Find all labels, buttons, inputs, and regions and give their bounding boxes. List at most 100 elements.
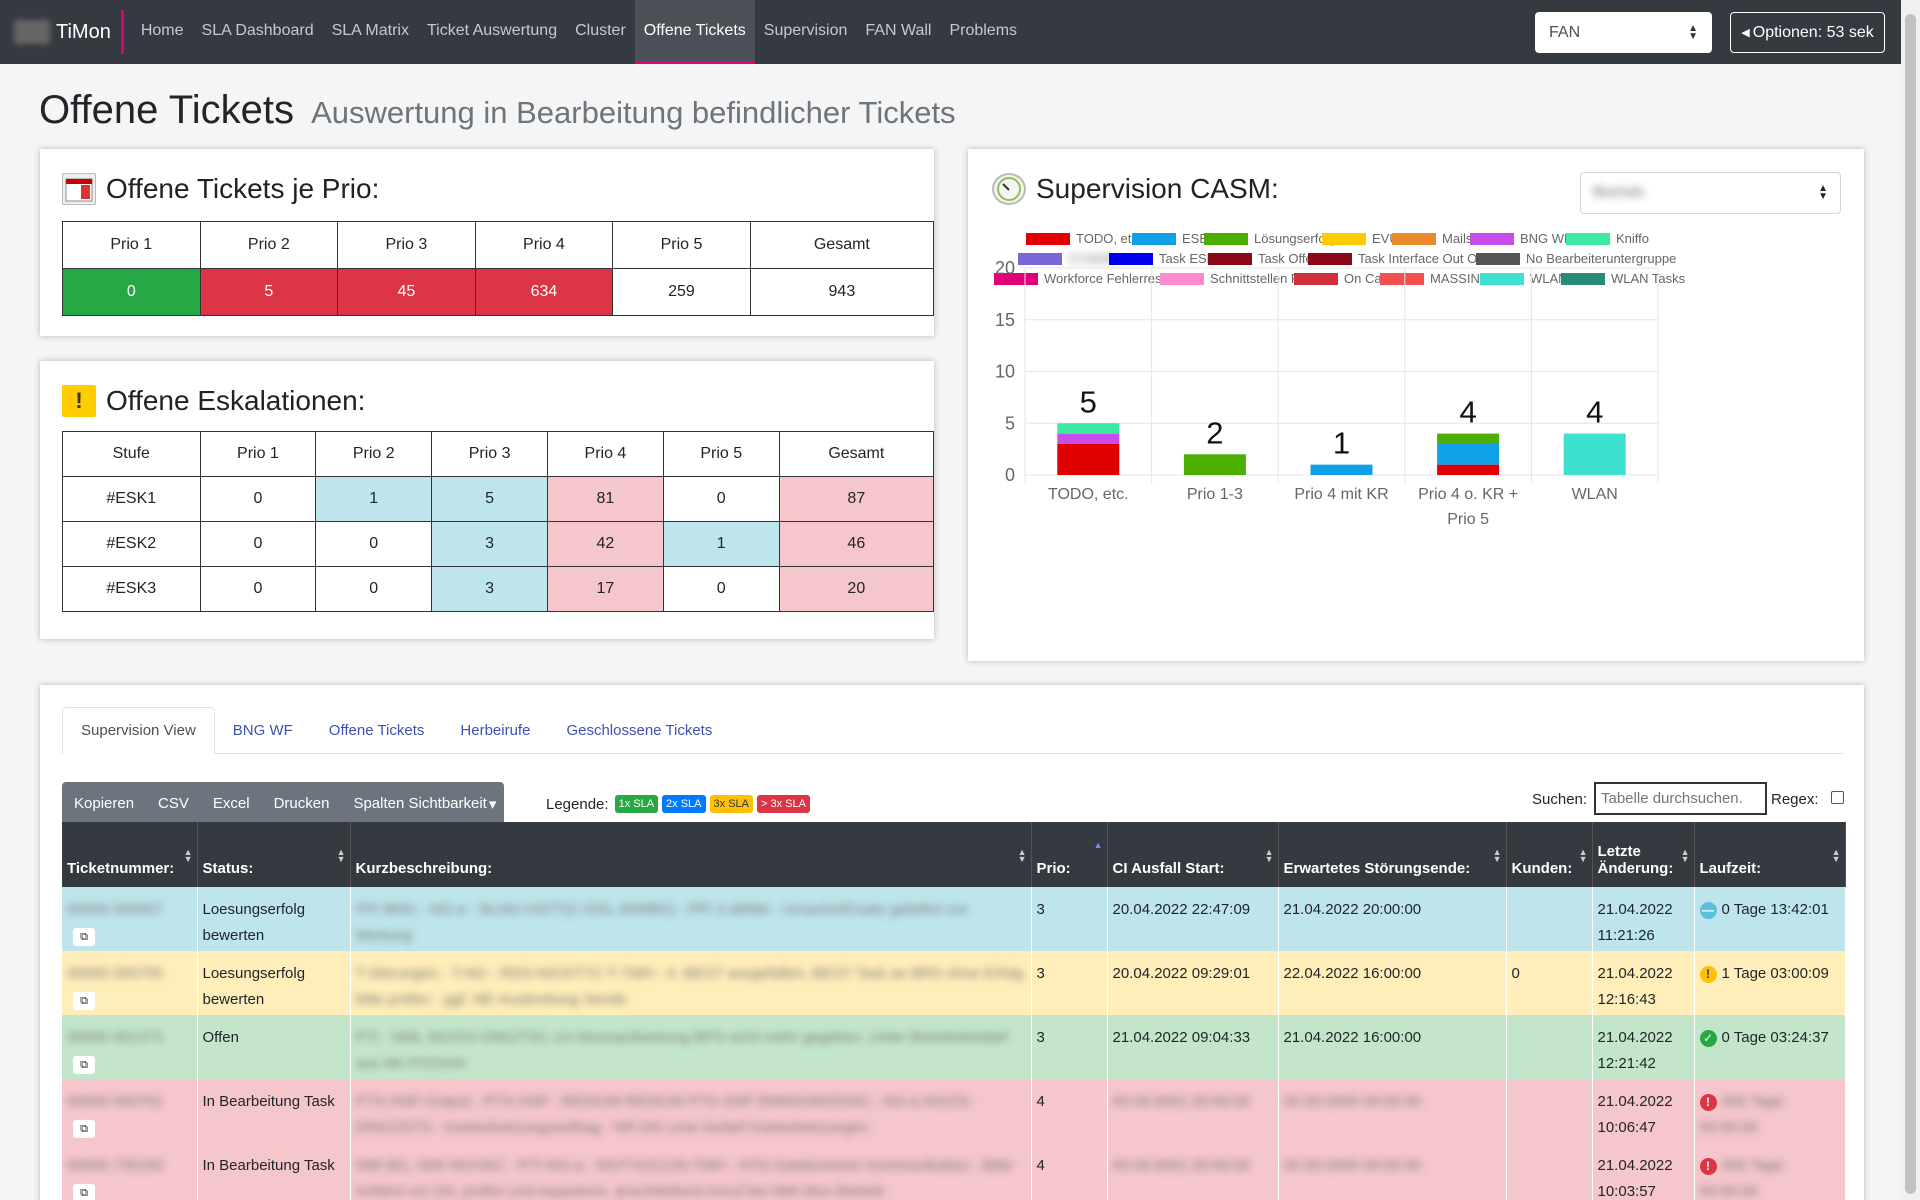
kopieren-button[interactable]: Kopieren: [74, 795, 135, 812]
legend-entry[interactable]: On Call: [1294, 271, 1387, 286]
tab-supervision-view[interactable]: Supervision View: [62, 707, 215, 754]
top-navbar: TiMon Home SLA Dashboard SLA Matrix Ticket …: [0, 0, 1920, 64]
options-button[interactable]: ◀ Optionen: 53 sek: [1730, 12, 1885, 53]
escalation-cell: 46: [778, 521, 935, 567]
legend-entry[interactable]: WLAN Tasks: [1561, 271, 1685, 286]
excel-button[interactable]: Excel: [212, 795, 250, 812]
column-header-label: Prio:: [1036, 860, 1071, 877]
search-input[interactable]: [1594, 782, 1767, 815]
external-link-icon[interactable]: ⧉: [73, 1184, 95, 1200]
nav-link-ticket-auswertung[interactable]: Ticket Auswertung: [426, 21, 558, 39]
column-header[interactable]: Kurzbeschreibung: ▲ ▼: [350, 822, 1032, 887]
legend-label: Kniffo: [1616, 231, 1650, 246]
table-row[interactable]: 00000 000705 ⧉ Loesungserfolg bewerten T-St…: [62, 951, 1846, 1015]
legend-entry[interactable]: No Bearbeiteruntergruppe: [1476, 251, 1676, 266]
legend-entry[interactable]: Lösungserfolg: [1204, 231, 1336, 246]
nav-link-offene-tickets[interactable]: Offene Tickets: [634, 0, 755, 64]
warning-circle-icon: !: [1699, 965, 1717, 983]
supervision-card: Supervision CASM: Betrieb ▲ ▼ TODO, etc. E…: [968, 149, 1864, 661]
escalation-cell: 81: [547, 476, 664, 522]
escalation-cell: 0: [199, 476, 317, 522]
cell-changed: 21.04.2022 10:06:47: [1592, 1079, 1695, 1143]
prio-header: Prio 5: [612, 221, 751, 269]
escalation-cell: #ESK2: [62, 521, 201, 567]
escalation-header: Stufe: [62, 431, 201, 477]
table-row[interactable]: 00000 000007 ⧉ Loesungserfolg bewerten PPI …: [62, 887, 1846, 951]
tab-bng-wf[interactable]: BNG WF: [232, 722, 293, 739]
escalation-table: Stufe Prio 1 Prio 2 Prio 3 Prio 4 Prio 5 Gesam…: [62, 431, 935, 612]
team-select-value: FAN: [1549, 23, 1581, 41]
supervision-card-title: Supervision CASM:: [992, 173, 1279, 205]
column-header[interactable]: Laufzeit: ▲ ▼: [1694, 822, 1846, 887]
sla-badge: > 3x SLA: [756, 795, 810, 813]
tab-herbeirufe[interactable]: Herbeirufe: [460, 722, 531, 739]
scrollbar-thumb[interactable]: [1905, 14, 1916, 1194]
column-header[interactable]: CI Ausfall Start: ▲ ▼: [1107, 822, 1279, 887]
legend-swatch: [1308, 252, 1352, 265]
legend-entry[interactable]: Task Offen: [1208, 251, 1320, 266]
legend-entry[interactable]: BNG WF: [1470, 231, 1572, 246]
column-header[interactable]: Erwartetes Störungsende: ▲ ▼: [1278, 822, 1507, 887]
brand[interactable]: TiMon: [0, 10, 124, 54]
tab-offene-tickets[interactable]: Offene Tickets: [328, 722, 425, 739]
prio-value: 45: [337, 268, 476, 316]
bar-total-label: 1: [1333, 426, 1350, 461]
team-select[interactable]: FAN ▲ ▼: [1535, 12, 1712, 53]
csv-button[interactable]: CSV: [158, 795, 189, 812]
legend-entry[interactable]: Task ESE: [1109, 251, 1215, 266]
sort-icon: ▲ ▼: [1578, 847, 1588, 864]
escalation-cell: 17: [547, 566, 664, 612]
column-header[interactable]: Status: ▲ ▼: [197, 822, 351, 887]
nav-link-cluster[interactable]: Cluster: [575, 21, 626, 39]
legend-entry[interactable]: Task Interface Out Offen: [1308, 251, 1499, 266]
export-button-group: Kopieren CSV Excel Drucken Spalten Sichtbark…: [62, 782, 505, 825]
cell-end: 21.04.2022 16:00:00: [1278, 1015, 1507, 1079]
table-row[interactable]: 00000 001373 ⧉ Offen PTI - NML NG/GS-ONG/TS…: [62, 1015, 1846, 1079]
external-link-icon[interactable]: ⧉: [73, 928, 95, 946]
nav-link-supervision[interactable]: Supervision: [763, 21, 848, 39]
external-link-icon[interactable]: ⧉: [73, 992, 95, 1010]
cell-prio-value: 3: [1036, 965, 1045, 982]
tab-geschlossene-tickets[interactable]: Geschlossene Tickets: [566, 722, 713, 739]
cell-end-value: 21.04.2022 16:00:00: [1283, 1029, 1422, 1046]
table-row[interactable]: 00000 000761 ⧉ In Bearbeitung Task PTS-XNP-…: [62, 1079, 1846, 1143]
prio-value: 634: [474, 268, 614, 316]
legend-entry[interactable]: Workforce Fehlerressort: [994, 271, 1183, 286]
prio-card: Offene Tickets je Prio: Prio 1 Prio 2 Prio…: [40, 149, 935, 336]
external-link-icon[interactable]: ⧉: [73, 1120, 95, 1138]
nav-link-fan-wall[interactable]: FAN Wall: [865, 21, 932, 39]
column-header[interactable]: Kunden: ▲ ▼: [1506, 822, 1593, 887]
legend-entry[interactable]: MASSINC: [1380, 271, 1489, 286]
cell-status-value: Offen: [202, 1029, 239, 1046]
legend-label: TODO, etc.: [1076, 231, 1142, 246]
regex-checkbox[interactable]: [1831, 791, 1844, 804]
cell-laufzeit-value: 000 Tage 00:00:00: [1699, 1157, 1783, 1200]
drucken-button[interactable]: Drucken: [273, 795, 330, 812]
nav-link-problems[interactable]: Problems: [949, 21, 1018, 39]
cell-end: 00.00.0000 00:00:00: [1278, 1079, 1507, 1143]
nav-link-sla-matrix[interactable]: SLA Matrix: [331, 21, 409, 39]
cell-laufzeit: ! 1 Tage 03:00:09: [1694, 951, 1846, 1015]
column-header[interactable]: Prio: ▲: [1031, 822, 1108, 887]
y-tick-label: 20: [995, 258, 1015, 278]
column-header[interactable]: Ticketnummer: ▲ ▼: [62, 822, 198, 887]
legend-swatch: [1018, 252, 1062, 265]
legend-entry[interactable]: TODO, etc.: [1026, 231, 1142, 246]
sla-legend-label: Legende:: [546, 795, 609, 813]
nav-link-home[interactable]: Home: [140, 21, 184, 39]
table-row[interactable]: 00000 735100 ⧉ In Bearbeitung Task NMI BG, …: [62, 1143, 1846, 1200]
spalten-sichtbarkeit-button[interactable]: Spalten Sichtbarkeit: [353, 795, 487, 812]
legend-entry[interactable]: Mails: [1392, 231, 1472, 246]
nav-link-sla-dashboard[interactable]: SLA Dashboard: [201, 21, 314, 39]
caret-left-icon: ◀: [1741, 27, 1750, 39]
legend-entry[interactable]: Schnittstellen Fail: [1160, 271, 1312, 286]
bar-total-label: 4: [1586, 395, 1603, 430]
page-scrollbar[interactable]: [1901, 0, 1920, 1200]
legend-entry[interactable]: Kniffo: [1566, 231, 1649, 246]
legend-entry[interactable]: WLAN: [1480, 271, 1568, 286]
column-header[interactable]: Letzte Änderung: ▲ ▼: [1592, 822, 1695, 887]
legend-entry[interactable]: ESE: [1132, 231, 1208, 246]
legend-entry[interactable]: CCMSF: [1018, 251, 1114, 266]
external-link-icon[interactable]: ⧉: [73, 1056, 95, 1074]
group-select[interactable]: Betrieb ▲ ▼: [1580, 172, 1841, 214]
